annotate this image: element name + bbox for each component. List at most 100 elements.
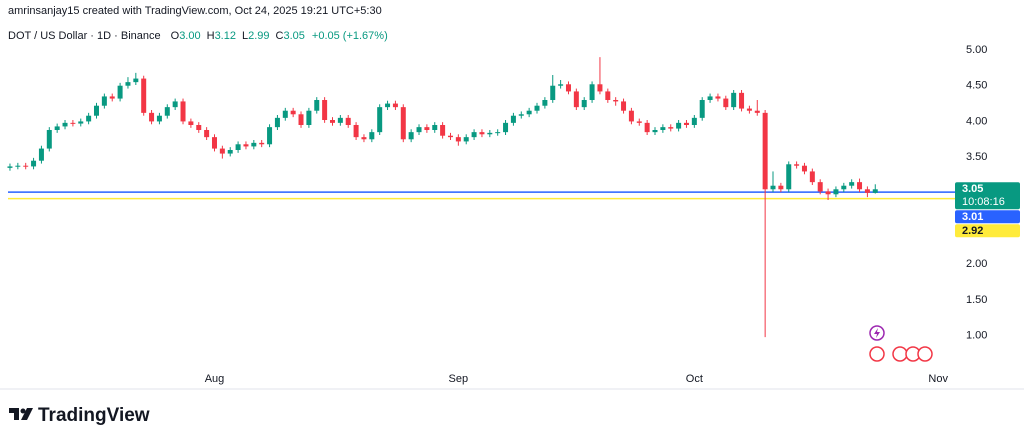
candle-body: [408, 132, 414, 140]
candle-body: [841, 185, 847, 190]
legend-change: +0.05 (+1.67%): [311, 30, 388, 42]
legend-key: L: [241, 30, 249, 42]
y-tick-label: 4.50: [966, 80, 987, 92]
candle-body: [691, 117, 697, 125]
candle-body: [849, 182, 855, 186]
legend: DOT / US Dollar · 1D · Binance O 3.00 H 3.1…: [8, 30, 388, 42]
candle-body: [864, 189, 870, 193]
candle-body: [314, 100, 320, 111]
candle-body: [440, 125, 446, 136]
y-tick-label: 3.50: [966, 151, 987, 163]
candle-body: [699, 100, 705, 118]
candle-body: [353, 125, 359, 138]
candle-body: [668, 127, 674, 129]
candle-body: [801, 165, 807, 172]
candle-body: [125, 82, 131, 86]
candle-body: [762, 112, 768, 190]
candle-body: [471, 132, 477, 138]
candle-body: [605, 91, 611, 100]
y-tick-label: 4.00: [966, 115, 987, 127]
price-badge-label: 3.05: [962, 183, 983, 195]
candle-body: [259, 142, 265, 145]
price-badge: [955, 224, 1020, 238]
candle-body: [369, 132, 375, 140]
candle-body: [219, 148, 225, 154]
candle-body: [243, 144, 249, 147]
candle-body: [621, 101, 627, 111]
candle-body: [644, 122, 650, 133]
candle-body: [361, 137, 367, 140]
candle-body: [392, 103, 398, 108]
legend-symbol: DOT / US Dollar · 1D · Binance: [8, 30, 161, 42]
y-tick-label: 1.50: [966, 294, 987, 306]
candle-body: [54, 126, 60, 130]
price-badge-label: 3.01: [962, 211, 983, 223]
candle-body: [306, 110, 312, 125]
x-tick-label: Aug: [205, 373, 225, 385]
candle-body: [117, 85, 123, 99]
candle-body: [715, 96, 721, 99]
candle-body: [660, 127, 666, 130]
footer-brand: TradingView: [38, 405, 150, 426]
candle-body: [329, 120, 335, 123]
price-countdown: 10:08:16: [962, 196, 1005, 208]
candle-body: [46, 130, 52, 149]
candle-body: [534, 105, 540, 111]
candle-body: [746, 108, 752, 111]
candle-body: [141, 78, 147, 113]
candle-body: [872, 189, 878, 193]
candle-body: [31, 160, 37, 167]
candle-body: [172, 101, 178, 108]
price-badge: [955, 182, 1020, 210]
candle-body: [794, 164, 800, 166]
candle-body: [204, 130, 210, 138]
candle-body: [345, 117, 351, 125]
candle-body: [786, 164, 792, 190]
legend-value: 3.05: [283, 30, 305, 42]
candle-body: [400, 107, 406, 140]
candle-body: [188, 121, 194, 125]
candle-body: [322, 100, 328, 120]
event-icons: [869, 325, 933, 362]
x-tick-label: Oct: [686, 373, 703, 385]
candle-body: [550, 85, 556, 100]
candle-body: [70, 122, 76, 124]
candle-body: [149, 112, 155, 122]
legend-key: H: [206, 30, 215, 42]
candle-body: [613, 100, 619, 102]
candle-body: [156, 115, 162, 122]
legend-value: 3.00: [179, 30, 201, 42]
y-tick-label: 2.00: [966, 258, 987, 270]
candle-body: [23, 165, 29, 167]
y-tick-label: 1.00: [966, 330, 987, 342]
candle-body: [133, 78, 139, 83]
candle-body: [487, 132, 493, 135]
candle-body: [770, 185, 776, 190]
legend-value: 2.99: [248, 30, 270, 42]
candle-body: [628, 110, 634, 122]
candle-body: [15, 165, 21, 167]
candle-body: [101, 96, 107, 106]
candle-body: [180, 101, 186, 122]
candle-body: [235, 144, 241, 150]
candle-body: [526, 110, 532, 115]
candle-body: [290, 110, 296, 115]
candle-body: [542, 100, 548, 106]
candle-body: [833, 189, 839, 195]
candle-body: [683, 122, 689, 125]
candle-body: [510, 115, 516, 123]
candle-body: [298, 114, 304, 125]
candle-body: [211, 137, 217, 149]
candle-body: [825, 191, 831, 195]
candle-body: [573, 91, 579, 108]
y-tick-label: 5.00: [966, 44, 987, 56]
candle-body: [432, 125, 438, 130]
candle-body: [274, 117, 280, 128]
legend-value: 3.12: [214, 30, 236, 42]
candle-body: [558, 84, 564, 86]
legend-key: O: [170, 30, 180, 42]
candle-body: [463, 137, 469, 142]
price-badge-label: 2.92: [962, 225, 983, 237]
